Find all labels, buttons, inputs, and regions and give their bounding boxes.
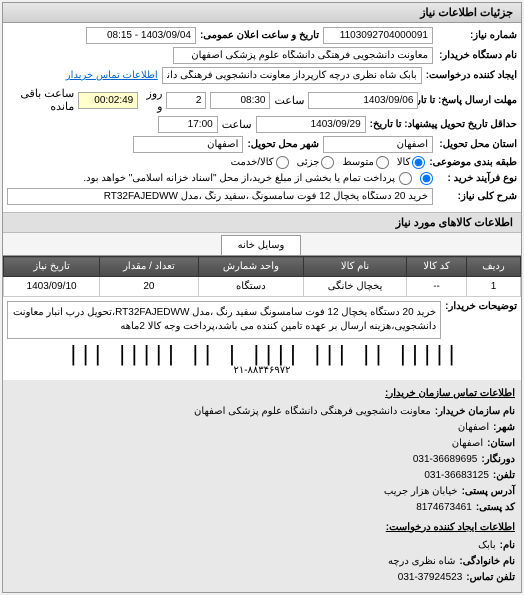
td-code: -- [407, 277, 467, 297]
org-label: نام سازمان خریدار: [435, 404, 515, 420]
city-label: شهر محل تحویل: [247, 139, 319, 150]
min-date-label: حداقل تاریخ تحویل پیشنهاد: تا تاریخ: [370, 119, 517, 130]
goods-section-title: اطلاعات کالاهای مورد نیاز [3, 212, 521, 233]
creator-input[interactable] [162, 67, 422, 84]
phone-value: 031-36683125 [424, 468, 489, 484]
contact-section: اطلاعات تماس سازمان خریدار: نام سازمان خ… [3, 380, 521, 592]
panel-title: جزئیات اطلاعات نیاز [3, 3, 521, 23]
radio-service-input[interactable] [276, 156, 289, 169]
min-date-input[interactable] [256, 116, 366, 133]
radio-goods-input[interactable] [412, 156, 425, 169]
th-row: ردیف [467, 257, 521, 277]
announce-label: تاریخ و ساعت اعلان عمومی: [200, 30, 319, 41]
contact-title-1: اطلاعات تماس سازمان خریدار: [9, 386, 515, 402]
barcode-bars: ||||| || ||| |||| | || ||||| ||| [7, 347, 517, 365]
ccity-value: اصفهان [458, 420, 489, 436]
ccity-label: شهر: [493, 420, 515, 436]
description-row: توضیحات خریدار: خرید 20 دستگاه یخچال 12 … [3, 297, 521, 343]
announce-date-input[interactable] [86, 27, 196, 44]
contact-link[interactable]: اطلاعات تماس خریدار [66, 70, 158, 81]
th-date: تاریخ نیاز [4, 257, 100, 277]
radio-medium[interactable]: متوسط [342, 156, 388, 169]
req-num-label: شماره نیاز: [437, 30, 517, 41]
buyer-input[interactable] [173, 47, 433, 64]
cphone-value: 031-37924523 [398, 570, 463, 586]
name-value: بابک [478, 538, 496, 554]
summary-label: شرح کلی نیاز: [437, 191, 517, 202]
contact-title-2: اطلاعات ایجاد کننده درخواست: [9, 520, 515, 536]
td-qty: 20 [100, 277, 199, 297]
postal-value: 8174673461 [416, 500, 472, 516]
deadline-label: مهلت ارسال پاسخ: تا تاریخ: [422, 95, 517, 106]
time-remain-input[interactable] [78, 92, 138, 109]
cprov-label: استان: [487, 436, 515, 452]
classify-radio-group: کالا متوسط جزئی کالا/خدمت [231, 156, 426, 169]
cphone-label: تلفن تماس: [466, 570, 515, 586]
cprov-value: اصفهان [452, 436, 483, 452]
buyer-label: نام دستگاه خریدار: [437, 50, 517, 61]
province-input[interactable] [323, 136, 433, 153]
radio-proc-1[interactable] [420, 172, 433, 185]
time-label-1: ساعت [274, 94, 304, 107]
goods-table: ردیف کد کالا نام کالا واحد شمارش تعداد /… [3, 256, 521, 297]
td-row: 1 [467, 277, 521, 297]
postal-label: کد پستی: [476, 500, 515, 516]
summary-input[interactable] [7, 188, 433, 205]
radio-proc-1-input[interactable] [420, 172, 433, 185]
province-label: استان محل تحویل: [437, 139, 517, 150]
table-row[interactable]: 1 -- یخچال خانگی دستگاه 20 1403/09/10 [4, 277, 521, 297]
table-header-row: ردیف کد کالا نام کالا واحد شمارش تعداد /… [4, 257, 521, 277]
fax-value: 031-36689695 [413, 452, 478, 468]
radio-medium-input[interactable] [376, 156, 389, 169]
td-name: یخچال خانگی [304, 277, 407, 297]
th-qty: تعداد / مقدار [100, 257, 199, 277]
phone-label: تلفن: [493, 468, 515, 484]
radio-goods[interactable]: کالا [397, 156, 426, 169]
form-section: شماره نیاز: تاریخ و ساعت اعلان عمومی: نا… [3, 23, 521, 212]
desc-text: خرید 20 دستگاه یخچال 12 فوت سامسونگ سفید… [7, 301, 441, 339]
org-value: معاونت دانشجویی فرهنگی دانشگاه علوم پزشک… [194, 404, 431, 420]
deadline-date-input[interactable] [308, 92, 418, 109]
process-label: نوع فرآیند خرید : [437, 173, 517, 184]
lname-label: نام خانوادگی: [459, 554, 515, 570]
tab-home-goods[interactable]: وسایل خانه [221, 235, 302, 255]
barcode: ||||| || ||| |||| | || ||||| ||| ۲۱-۸۸۳۴… [3, 343, 521, 380]
lname-value: شاه نظری درچه [388, 554, 455, 570]
radio-proc-2-input[interactable] [399, 172, 412, 185]
td-date: 1403/09/10 [4, 277, 100, 297]
radio-partial-input[interactable] [321, 156, 334, 169]
req-num-input[interactable] [323, 27, 433, 44]
radio-service[interactable]: کالا/خدمت [231, 156, 289, 169]
addr-value: خیابان هزار جریب [384, 484, 458, 500]
main-panel: جزئیات اطلاعات نیاز شماره نیاز: تاریخ و … [2, 2, 522, 593]
desc-label: توضیحات خریدار: [445, 301, 517, 312]
addr-label: آدرس پستی: [462, 484, 515, 500]
city-input[interactable] [133, 136, 243, 153]
classify-label: طبقه بندی موضوعی: [429, 157, 517, 168]
radio-proc-2[interactable] [399, 172, 412, 185]
name-label: نام: [500, 538, 515, 554]
process-radio-group [399, 172, 433, 185]
creator-label: ایجاد کننده درخواست: [426, 70, 517, 81]
tab-row: وسایل خانه [3, 233, 521, 256]
radio-partial[interactable]: جزئی [297, 156, 335, 169]
fax-label: دورنگار: [481, 452, 515, 468]
th-code: کد کالا [407, 257, 467, 277]
td-unit: دستگاه [198, 277, 303, 297]
days-label: روز و [142, 87, 162, 113]
time-label-2: ساعت [222, 118, 252, 131]
th-name: نام کالا [304, 257, 407, 277]
remain-label: ساعت باقی مانده [7, 87, 74, 113]
th-unit: واحد شمارش [198, 257, 303, 277]
min-time-input[interactable] [158, 116, 218, 133]
process-note: پرداخت تمام یا بخشی از مبلغ خرید،از محل … [7, 173, 395, 184]
days-remain-input[interactable] [166, 92, 206, 109]
deadline-time-input[interactable] [210, 92, 270, 109]
